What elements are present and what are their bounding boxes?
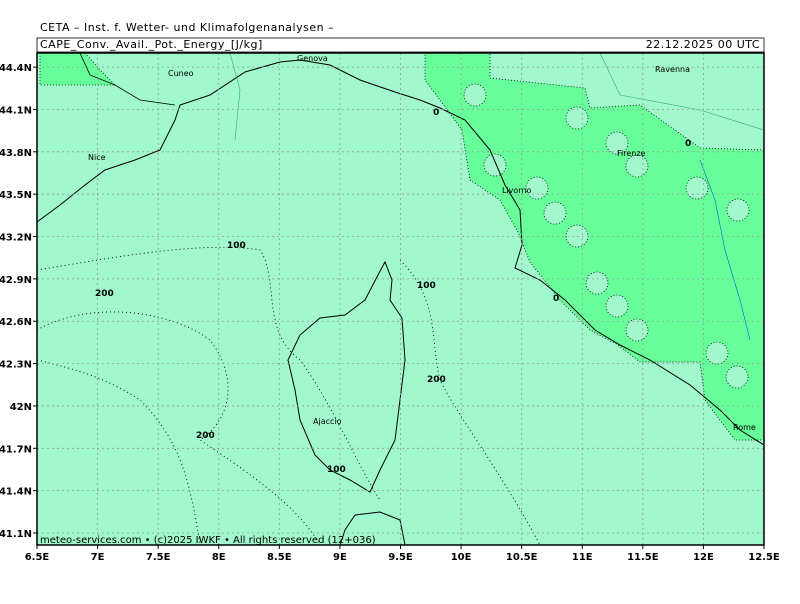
- footer: meteo-services.com • (c)2025 IWKF • All …: [40, 535, 376, 546]
- x-tick-label: 12.5E: [748, 552, 780, 563]
- date: 22.12.2025 00 UTC: [646, 38, 760, 51]
- y-tick-label: 44.4N: [0, 63, 32, 74]
- place-label: Livorno: [502, 186, 532, 195]
- y-tick-label: 43.5N: [0, 190, 32, 201]
- y-tick-label: 42.6N: [0, 317, 32, 328]
- map-area: [37, 53, 764, 545]
- contour-label: 0: [685, 139, 691, 149]
- field-name: CAPE_Conv._Avail._Pot._Energy_[J/kg]: [40, 38, 263, 51]
- y-tick-label: 42.9N: [0, 275, 32, 286]
- header-box: [36, 37, 765, 53]
- x-tick-label: 8E: [212, 552, 226, 563]
- y-tick-label: 43.8N: [0, 148, 32, 159]
- x-tick-label: 11E: [572, 552, 593, 563]
- y-tick-label: 41.1N: [0, 529, 32, 540]
- contour-label: 200: [95, 289, 114, 299]
- x-tick-label: 12E: [693, 552, 714, 563]
- place-label: Ravenna: [655, 65, 690, 74]
- coastline: [37, 53, 764, 545]
- contour-label: 100: [417, 281, 436, 291]
- place-label: Cuneo: [168, 69, 194, 78]
- cape-area: [39, 53, 116, 86]
- y-tick-label: 44.1N: [0, 105, 32, 116]
- y-tick-label: 42N: [10, 402, 32, 413]
- x-tick-label: 10.5E: [506, 552, 538, 563]
- contour-label: 100: [227, 241, 246, 251]
- contour-label: 0: [553, 294, 559, 304]
- place-label: Firenze: [617, 149, 646, 158]
- x-tick-label: 9.5E: [388, 552, 413, 563]
- contours: [37, 246, 541, 545]
- grid: [37, 53, 764, 545]
- x-tick-label: 9E: [333, 552, 347, 563]
- place-label: Rome: [733, 423, 756, 432]
- header-title: CETA – Inst. f. Wetter- und Klimafolgena…: [40, 21, 334, 34]
- contour-label: 200: [427, 375, 446, 385]
- place-label: Ajaccio: [313, 417, 342, 426]
- borders: [229, 53, 764, 341]
- x-tick-label: 7.5E: [146, 552, 171, 563]
- x-tick-label: 6.5E: [25, 552, 50, 563]
- x-tick-label: 10E: [451, 552, 472, 563]
- contour-label: 0: [433, 108, 439, 118]
- x-tick-label: 11.5E: [627, 552, 659, 563]
- place-label: Genova: [297, 54, 328, 63]
- contour-label: 100: [327, 465, 346, 475]
- x-tick-label: 7E: [91, 552, 105, 563]
- y-tick-label: 41.4N: [0, 487, 32, 498]
- contour-label: 200: [196, 431, 215, 441]
- labels: Cuneo Genova Ravenna Nice Firenze Livorn…: [88, 54, 756, 475]
- y-tick-label: 41.7N: [0, 444, 32, 455]
- x-tick-label: 8.5E: [267, 552, 292, 563]
- cape-area: [424, 53, 764, 441]
- place-label: Nice: [88, 153, 106, 162]
- y-tick-label: 43.2N: [0, 233, 32, 244]
- y-tick-label: 42.3N: [0, 360, 32, 371]
